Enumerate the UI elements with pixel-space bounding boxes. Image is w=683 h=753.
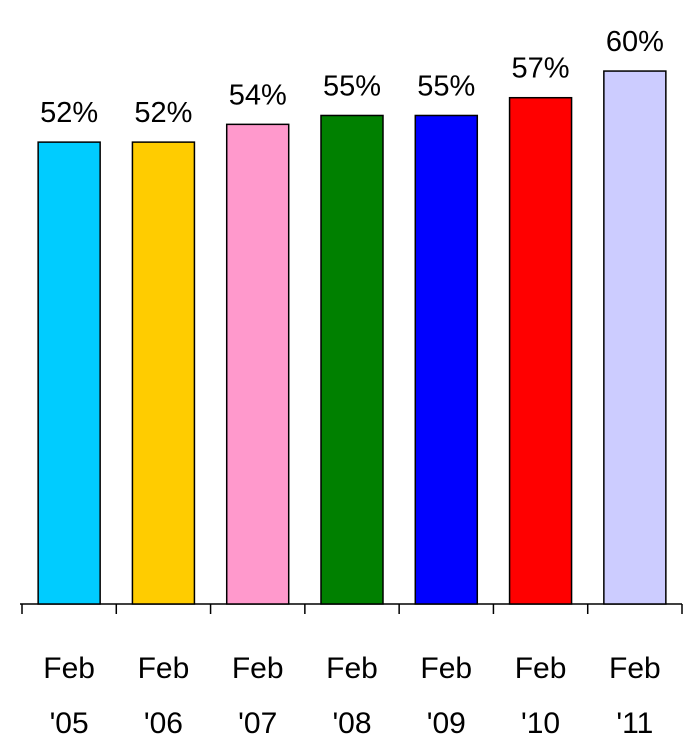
bar	[414, 114, 479, 605]
value-label: 54%	[229, 79, 287, 111]
x-tick-label: Feb '10	[515, 652, 567, 740]
x-tick-label: Feb '07	[232, 652, 284, 740]
x-tick-label: Feb '11	[609, 652, 661, 740]
x-tick-label: Feb '06	[138, 652, 190, 740]
bar	[225, 123, 290, 605]
value-label: 60%	[606, 26, 664, 58]
x-tick-label: Feb '05	[43, 652, 95, 740]
value-label: 52%	[134, 97, 192, 129]
bar	[508, 96, 573, 605]
value-label: 52%	[40, 97, 98, 129]
value-label: 57%	[512, 53, 570, 85]
x-tick-label: Feb '08	[326, 652, 378, 740]
bar	[320, 114, 384, 605]
value-label: 55%	[417, 70, 475, 102]
x-tick-label: Feb '09	[420, 652, 472, 740]
bar	[37, 141, 101, 605]
value-label: 55%	[323, 70, 381, 102]
bar	[131, 141, 196, 605]
bar	[603, 70, 667, 605]
